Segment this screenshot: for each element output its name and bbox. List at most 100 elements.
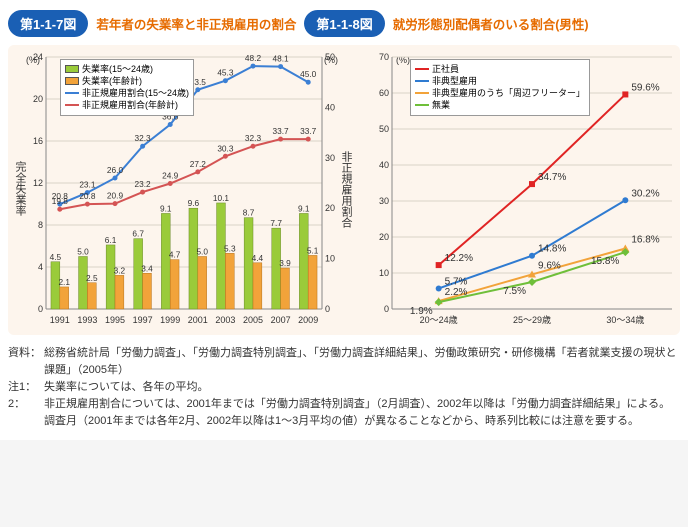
svg-text:16.8%: 16.8% bbox=[631, 235, 659, 246]
svg-text:2007: 2007 bbox=[271, 315, 291, 325]
svg-text:50: 50 bbox=[379, 124, 389, 134]
legend-s1: 正社員 bbox=[432, 63, 459, 75]
svg-text:9.1: 9.1 bbox=[160, 203, 172, 213]
legend-line2: 非正規雇用割合(年齢計) bbox=[82, 99, 178, 111]
swatch-s4 bbox=[415, 104, 429, 106]
svg-text:30～34歳: 30～34歳 bbox=[606, 314, 644, 325]
swatch-s2 bbox=[415, 80, 429, 82]
svg-text:27.2: 27.2 bbox=[190, 159, 207, 169]
fig2-title: 就労形態別配偶者のいる割合(男性) bbox=[393, 14, 589, 33]
legend-s4: 無業 bbox=[432, 99, 450, 111]
svg-text:1991: 1991 bbox=[50, 315, 70, 325]
figure-pair-panel: 第1-1-7図 若年者の失業率と非正規雇用の割合 第1-1-8図 就労形態別配偶… bbox=[0, 0, 688, 440]
svg-text:45.0: 45.0 bbox=[300, 69, 317, 79]
svg-text:20.8: 20.8 bbox=[79, 191, 96, 201]
svg-text:30.2%: 30.2% bbox=[631, 188, 659, 199]
svg-text:5.0: 5.0 bbox=[196, 247, 208, 257]
left-axis-label: 完全失業率 bbox=[12, 161, 28, 216]
svg-text:3.2: 3.2 bbox=[114, 265, 126, 275]
svg-text:2009: 2009 bbox=[298, 315, 318, 325]
svg-text:70: 70 bbox=[379, 52, 389, 62]
svg-text:9.6%: 9.6% bbox=[538, 260, 561, 271]
svg-text:24: 24 bbox=[33, 52, 43, 62]
swatch-s3 bbox=[415, 92, 429, 94]
svg-text:23.2: 23.2 bbox=[135, 179, 152, 189]
swatch-bar2 bbox=[65, 77, 79, 85]
figure-headers: 第1-1-7図 若年者の失業率と非正規雇用の割合 第1-1-8図 就労形態別配偶… bbox=[8, 10, 680, 37]
fig2-badge: 第1-1-8図 bbox=[304, 10, 384, 37]
legend-line1: 非正規雇用割合(15～24歳) bbox=[82, 87, 189, 99]
chart1-legend: 失業率(15～24歳) 失業率(年齢計) 非正規雇用割合(15～24歳) 非正規… bbox=[60, 59, 194, 116]
svg-text:7.7: 7.7 bbox=[270, 218, 282, 228]
svg-text:30: 30 bbox=[325, 153, 335, 163]
svg-text:5.3: 5.3 bbox=[224, 243, 236, 253]
swatch-s1 bbox=[415, 68, 429, 70]
svg-text:0: 0 bbox=[38, 304, 43, 314]
svg-text:9.1: 9.1 bbox=[298, 203, 310, 213]
svg-text:14.8%: 14.8% bbox=[538, 244, 566, 255]
svg-text:1995: 1995 bbox=[105, 315, 125, 325]
svg-text:23.1: 23.1 bbox=[79, 180, 96, 190]
svg-text:4.7: 4.7 bbox=[169, 250, 181, 260]
svg-text:0: 0 bbox=[325, 304, 330, 314]
source-label: 資料： bbox=[8, 345, 44, 379]
svg-text:30.3: 30.3 bbox=[217, 143, 234, 153]
svg-text:7.5%: 7.5% bbox=[503, 286, 526, 297]
note2-label: 2： bbox=[8, 396, 44, 413]
svg-text:45.3: 45.3 bbox=[217, 68, 234, 78]
svg-text:6.1: 6.1 bbox=[105, 235, 117, 245]
charts-row: 完全失業率 非正規雇用割合 失業率(15～24歳) 失業率(年齢計) 非正規雇用… bbox=[8, 45, 680, 335]
fig1-badge: 第1-1-7図 bbox=[8, 10, 88, 37]
svg-text:10.1: 10.1 bbox=[213, 193, 230, 203]
source-text: 総務省統計局「労働力調査」、「労働力調査特別調査」、「労働力調査詳細結果」、労働… bbox=[44, 345, 680, 379]
svg-text:2.5: 2.5 bbox=[86, 273, 98, 283]
notes-block: 資料：総務省統計局「労働力調査」、「労働力調査特別調査」、「労働力調査詳細結果」… bbox=[8, 345, 680, 430]
svg-text:25～29歳: 25～29歳 bbox=[513, 314, 551, 325]
fig1-title: 若年者の失業率と非正規雇用の割合 bbox=[96, 14, 296, 33]
svg-text:15.8%: 15.8% bbox=[591, 256, 619, 267]
chart-unemployment-nonregular: 完全失業率 非正規雇用割合 失業率(15～24歳) 失業率(年齢計) 非正規雇用… bbox=[12, 51, 352, 331]
svg-text:6.7: 6.7 bbox=[132, 229, 144, 239]
svg-text:20: 20 bbox=[325, 203, 335, 213]
svg-text:2001: 2001 bbox=[188, 315, 208, 325]
svg-text:59.6%: 59.6% bbox=[631, 82, 659, 93]
legend-bar1: 失業率(15～24歳) bbox=[82, 63, 153, 75]
svg-text:40: 40 bbox=[325, 102, 335, 112]
svg-text:32.3: 32.3 bbox=[245, 133, 262, 143]
svg-text:50: 50 bbox=[325, 52, 335, 62]
svg-text:40: 40 bbox=[379, 160, 389, 170]
svg-text:5.0: 5.0 bbox=[77, 247, 89, 257]
svg-text:4.4: 4.4 bbox=[252, 253, 264, 263]
svg-text:4.5: 4.5 bbox=[50, 252, 62, 262]
svg-text:33.7: 33.7 bbox=[273, 126, 290, 136]
svg-text:0: 0 bbox=[384, 304, 389, 314]
right-axis-label: 非正規雇用割合 bbox=[338, 151, 354, 228]
swatch-bar1 bbox=[65, 65, 79, 73]
svg-text:48.1: 48.1 bbox=[273, 54, 290, 64]
note2-text: 非正規雇用割合については、2001年までは「労働力調査特別調査」（2月調査）、2… bbox=[44, 396, 680, 413]
svg-text:4: 4 bbox=[38, 262, 43, 272]
swatch-line1 bbox=[65, 92, 79, 94]
svg-text:26.0: 26.0 bbox=[107, 165, 124, 175]
note1-text: 失業率については、各年の平均。 bbox=[44, 379, 680, 396]
legend-s2: 非典型雇用 bbox=[432, 75, 477, 87]
svg-text:8: 8 bbox=[38, 220, 43, 230]
svg-text:32.3: 32.3 bbox=[135, 133, 152, 143]
svg-text:30: 30 bbox=[379, 196, 389, 206]
svg-text:20: 20 bbox=[33, 94, 43, 104]
svg-text:3.9: 3.9 bbox=[279, 258, 291, 268]
svg-text:1999: 1999 bbox=[160, 315, 180, 325]
svg-text:12.2%: 12.2% bbox=[445, 253, 473, 264]
svg-text:10: 10 bbox=[325, 254, 335, 264]
svg-text:34.7%: 34.7% bbox=[538, 172, 566, 183]
legend-s3: 非典型雇用のうち「周辺フリーター」 bbox=[432, 87, 585, 99]
svg-text:48.2: 48.2 bbox=[245, 53, 262, 63]
svg-text:5.7%: 5.7% bbox=[445, 276, 468, 287]
svg-text:10: 10 bbox=[379, 268, 389, 278]
chart-spouse-rate: 正社員 非典型雇用 非典型雇用のうち「周辺フリーター」 無業 (%)010203… bbox=[360, 51, 680, 331]
legend-bar2: 失業率(年齢計) bbox=[82, 75, 142, 87]
svg-text:3.4: 3.4 bbox=[141, 263, 153, 273]
svg-text:16: 16 bbox=[33, 136, 43, 146]
svg-text:19.8: 19.8 bbox=[52, 196, 69, 206]
svg-text:60: 60 bbox=[379, 88, 389, 98]
